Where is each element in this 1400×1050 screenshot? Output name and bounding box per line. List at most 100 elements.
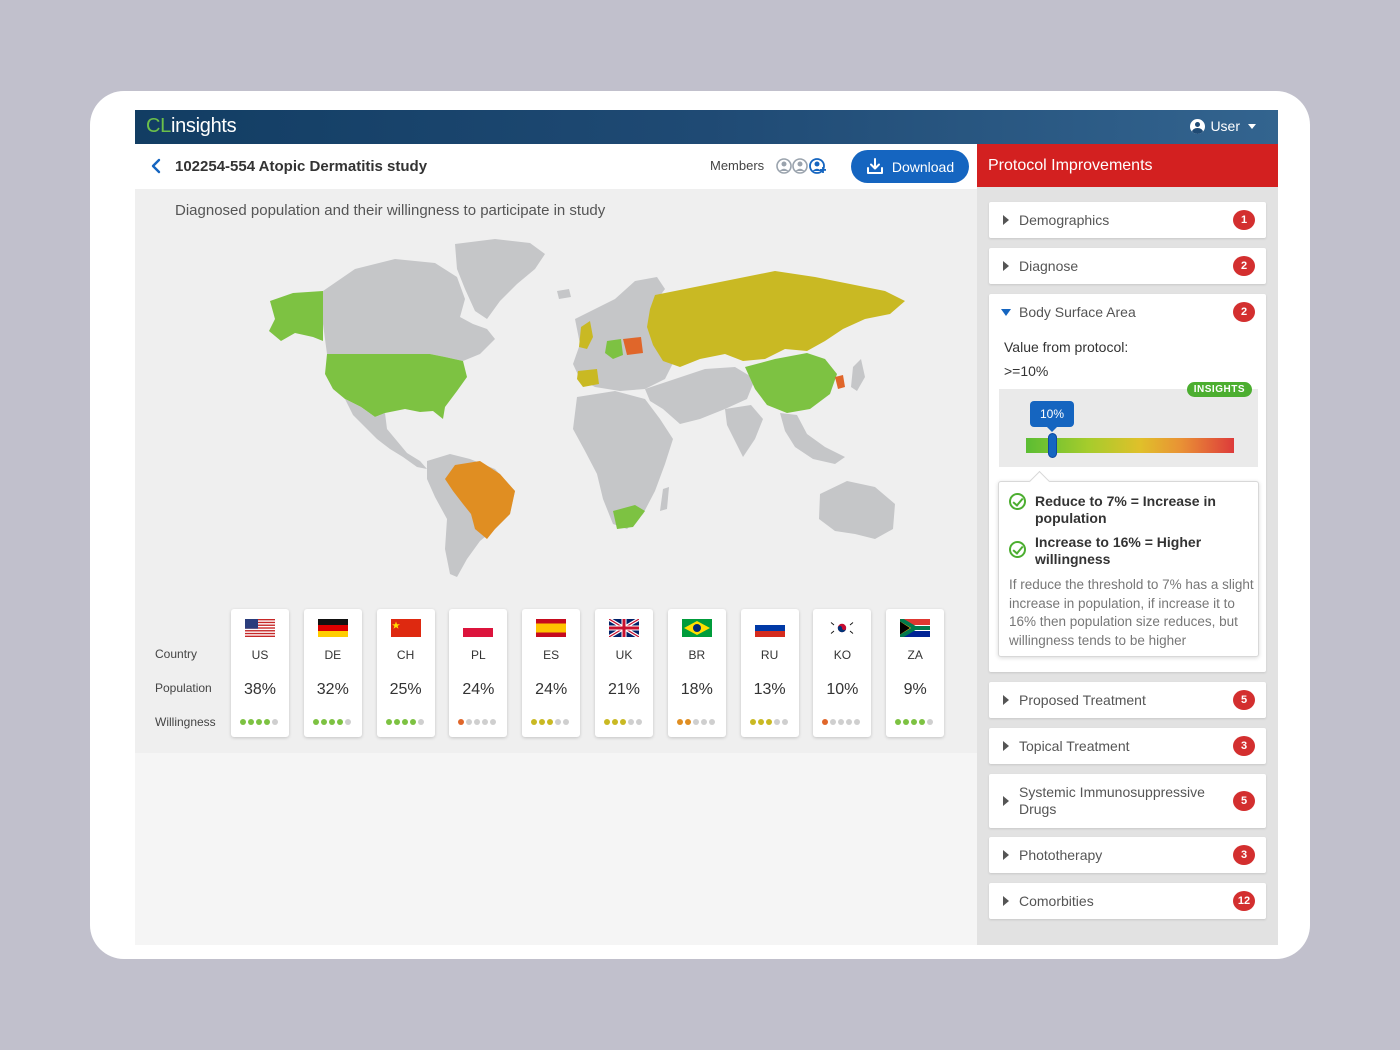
country-card-za[interactable]: ZA 9%	[886, 609, 945, 737]
willingness-rating	[822, 719, 861, 725]
count-badge: 3	[1233, 736, 1255, 756]
count-badge: 3	[1233, 845, 1255, 865]
willingness-rating	[312, 719, 351, 725]
flag-icon	[245, 619, 275, 637]
app-logo[interactable]: CLinsights	[146, 115, 237, 137]
willingness-dot	[749, 719, 756, 725]
page-title: 102254-554 Atopic Dermatitis study	[175, 158, 428, 175]
protocol-value-label: Value from protocol:	[1004, 339, 1129, 355]
back-arrow-icon[interactable]	[149, 158, 163, 174]
country-card-ru[interactable]: RU 13%	[740, 609, 799, 737]
accordion-label: Body Surface Area	[1019, 304, 1136, 320]
members-avatars[interactable]	[776, 157, 826, 177]
map-india	[725, 405, 763, 457]
accordion-header[interactable]: Systemic Immunosuppressive Drugs 5	[989, 774, 1266, 828]
willingness-dot	[846, 719, 853, 725]
flag-icon	[900, 619, 931, 637]
accordion-label: Demographics	[1019, 212, 1110, 228]
slider-handle[interactable]	[1048, 433, 1057, 458]
willingness-dot	[547, 719, 554, 725]
flag-icon	[317, 619, 348, 637]
country-card-ko[interactable]: KO 10%	[813, 609, 872, 737]
user-menu[interactable]: User	[1190, 118, 1256, 134]
willingness-rating	[240, 719, 278, 725]
map-uk	[579, 321, 593, 349]
count-badge: 5	[1233, 791, 1255, 811]
accordion-header[interactable]: Comorbities 12	[989, 883, 1266, 919]
map-australia	[819, 481, 895, 539]
accordion-header[interactable]: Demographics 1	[989, 202, 1266, 238]
accordion-comorbities[interactable]: Comorbities 12	[989, 883, 1266, 919]
willingness-dot	[757, 719, 764, 725]
flag-icon	[463, 619, 494, 637]
population-value: 21%	[607, 681, 641, 698]
accordion-header[interactable]: Proposed Treatment 5	[989, 682, 1266, 718]
willingness-rating	[385, 719, 424, 725]
user-icon	[1190, 118, 1206, 134]
willingness-dot	[490, 719, 497, 725]
world-map	[269, 239, 905, 577]
country-card-ch[interactable]: CH 25%	[376, 609, 435, 737]
country-card-br[interactable]: BR 18%	[667, 609, 726, 737]
accordion-topical-treatment[interactable]: Topical Treatment 3	[989, 728, 1266, 764]
country-card-pl[interactable]: PL 24%	[449, 609, 508, 737]
accordion-phototherapy[interactable]: Phototherapy 3	[989, 837, 1266, 873]
map-canada	[323, 259, 495, 361]
insight-reduce: Reduce to 7% = Increase in population	[1035, 493, 1216, 526]
map-spain	[577, 369, 599, 387]
caret-right-icon	[1003, 896, 1009, 906]
country-card-us[interactable]: US 38%	[231, 609, 289, 737]
count-badge: 12	[1233, 891, 1255, 911]
willingness-dot	[636, 719, 642, 725]
population-value: 18%	[680, 681, 713, 698]
population-value: 32%	[316, 681, 349, 698]
accordion-header[interactable]: Diagnose 2	[989, 248, 1266, 284]
slider-track[interactable]	[1026, 438, 1234, 453]
willingness-dot	[563, 719, 570, 725]
accordion-label: Comorbities	[1019, 893, 1094, 909]
accordion-header[interactable]: Body Surface Area 2	[989, 294, 1266, 330]
country-card-es[interactable]: ES 24%	[522, 609, 581, 737]
accordion-label: Systemic Immunosuppressive Drugs	[1019, 784, 1205, 817]
accordion-header[interactable]: Phototherapy 3	[989, 837, 1266, 873]
population-value: 38%	[243, 681, 277, 698]
accordion-demographics[interactable]: Demographics 1	[989, 202, 1266, 238]
willingness-dot	[830, 719, 837, 725]
user-label: User	[1210, 118, 1240, 134]
accordion-diagnose[interactable]: Diagnose 2	[989, 248, 1266, 284]
willingness-dot	[240, 719, 246, 725]
country-code: ES	[543, 648, 560, 662]
country-card-de[interactable]: DE 32%	[303, 609, 362, 737]
caret-down-icon	[1001, 309, 1011, 316]
download-label: Download	[891, 158, 955, 175]
caret-right-icon	[1003, 796, 1009, 806]
willingness-dot	[385, 719, 392, 725]
flag-icon	[536, 619, 567, 637]
map-germany	[605, 339, 623, 359]
willingness-dot	[604, 719, 610, 725]
willingness-dot	[458, 719, 465, 725]
willingness-dot	[474, 719, 481, 725]
insights-card: Reduce to 7% = Increase in population In…	[998, 481, 1259, 657]
count-badge: 2	[1233, 256, 1255, 276]
map-africa	[573, 391, 673, 529]
accordion-proposed-treatment[interactable]: Proposed Treatment 5	[989, 682, 1266, 718]
country-code: CH	[396, 648, 415, 662]
willingness-dot	[336, 719, 343, 725]
willingness-dot	[256, 719, 262, 725]
country-code: US	[251, 648, 269, 662]
accordion-body-surface-area[interactable]: Body Surface Area 2 Value from protocol:…	[989, 294, 1266, 672]
population-value: 9%	[903, 681, 927, 698]
country-card-uk[interactable]: UK 21%	[595, 609, 653, 737]
download-button[interactable]: Download	[851, 150, 969, 183]
population-value: 24%	[462, 681, 495, 698]
map-brazil	[445, 461, 515, 539]
willingness-dot	[676, 719, 683, 725]
willingness-dot	[911, 719, 918, 725]
accordion-systemic-drugs[interactable]: Systemic Immunosuppressive Drugs 5	[989, 774, 1266, 828]
map-madagascar	[660, 487, 669, 511]
row-label-population: Population	[155, 681, 212, 695]
panel-title: Protocol Improvements	[977, 144, 1278, 187]
map-south-africa	[613, 505, 645, 529]
accordion-header[interactable]: Topical Treatment 3	[989, 728, 1266, 764]
